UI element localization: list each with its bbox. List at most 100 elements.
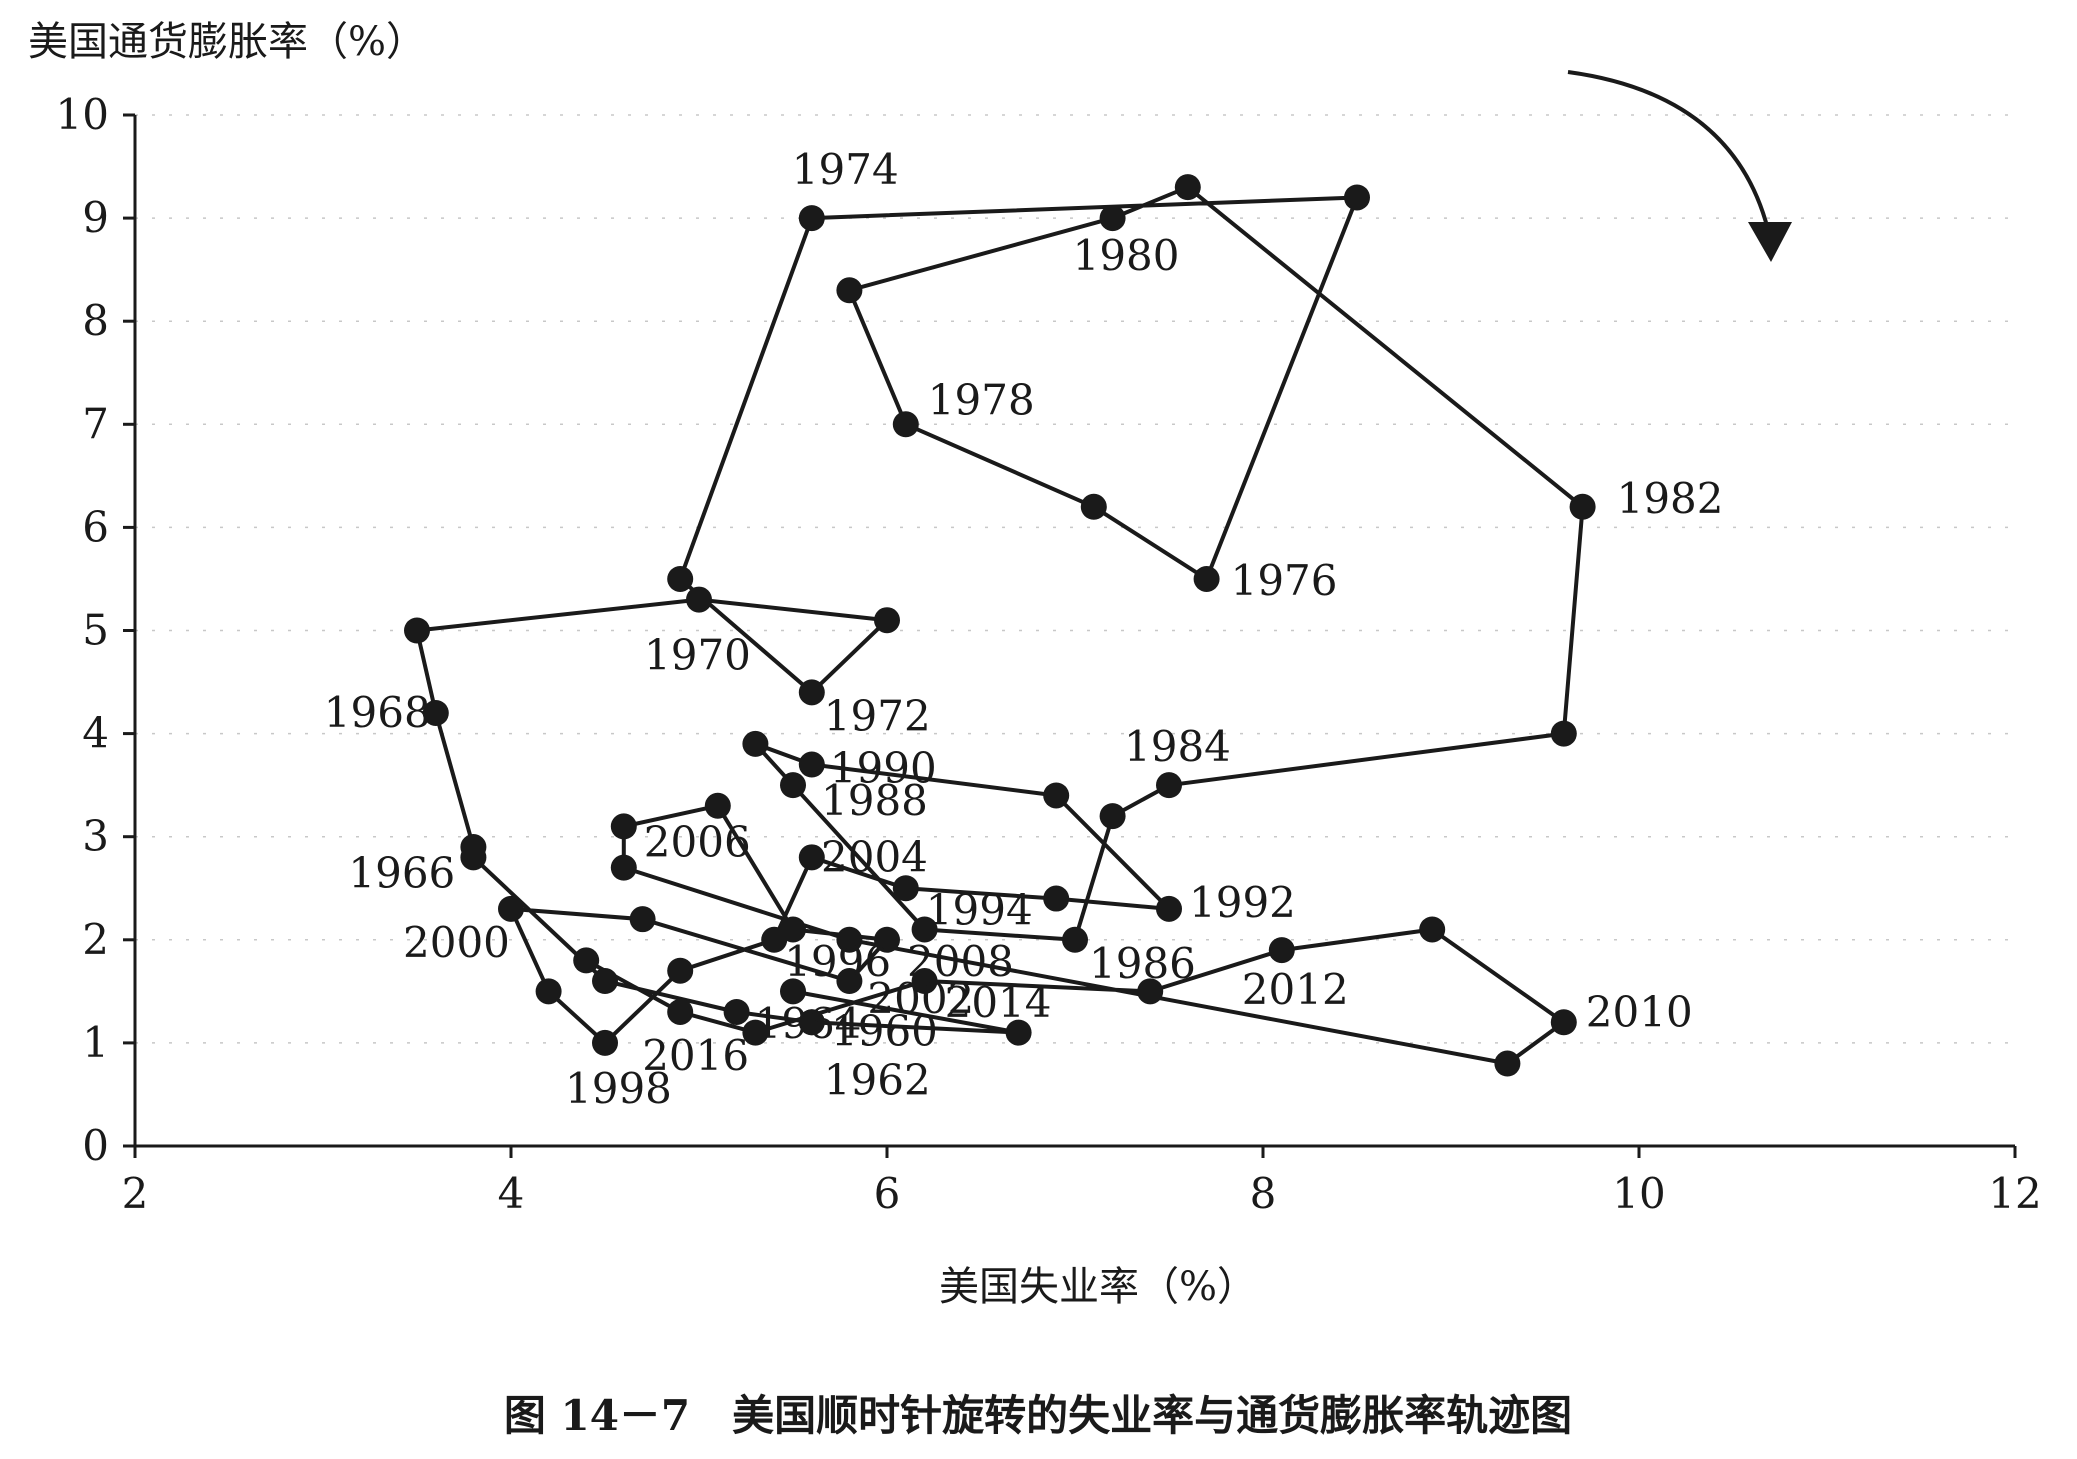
x-tick-label: 6	[874, 1169, 901, 1218]
year-label-2008: 2008	[907, 937, 1014, 986]
y-tick-label: 3	[82, 812, 109, 861]
y-tick-label: 4	[82, 709, 109, 758]
year-label-1970: 1970	[644, 631, 751, 680]
clockwise-arrow	[1567, 70, 1792, 262]
data-point	[404, 617, 430, 644]
clockwise-arrow-head	[1748, 222, 1792, 262]
y-tick-label: 7	[82, 399, 109, 448]
data-point	[742, 730, 769, 757]
data-point	[1005, 1019, 1032, 1046]
y-tick-label: 1	[82, 1018, 109, 1067]
data-point	[573, 947, 600, 974]
year-label-1980: 1980	[1073, 231, 1180, 280]
year-label-1960: 1960	[831, 1006, 938, 1055]
y-tick-label: 0	[82, 1121, 109, 1170]
data-point	[911, 916, 938, 943]
data-point	[1344, 184, 1370, 211]
clockwise-arrow-curve	[1567, 70, 1772, 239]
y-tick-label: 5	[82, 606, 109, 655]
grid	[135, 114, 2015, 1044]
data-point	[892, 875, 919, 902]
data-point	[780, 978, 806, 1005]
data-point	[592, 1029, 618, 1056]
data-point	[1080, 493, 1107, 520]
y-tick-label: 2	[82, 915, 109, 964]
y-tick-label: 9	[82, 193, 109, 242]
data-point	[592, 968, 618, 995]
data-point	[911, 968, 938, 995]
data-point	[610, 813, 637, 840]
y-axis-title: 美国通货膨胀率（%）	[28, 19, 426, 65]
year-label-1972: 1972	[824, 691, 931, 740]
year-label-2000: 2000	[403, 918, 510, 967]
x-tick-label: 10	[1612, 1169, 1665, 1218]
x-tick-label: 2	[122, 1169, 149, 1218]
data-point	[1099, 803, 1126, 830]
year-label-1966: 1966	[348, 848, 455, 897]
data-point	[1174, 174, 1201, 201]
year-label-1982: 1982	[1617, 474, 1724, 523]
data-point	[704, 792, 731, 819]
year-label-1996: 1996	[784, 937, 891, 986]
data-point	[798, 205, 825, 232]
y-tick-label: 6	[82, 502, 109, 551]
year-label-2014: 2014	[945, 978, 1052, 1027]
year-label-2012: 2012	[1242, 965, 1349, 1014]
data-point	[460, 834, 487, 861]
data-point	[1550, 720, 1577, 747]
x-axis-title: 美国失业率（%）	[939, 1264, 1257, 1310]
year-label-1984: 1984	[1124, 722, 1231, 771]
data-point	[798, 751, 825, 778]
figure-caption: 图 14－7 美国顺时针旋转的失业率与通货膨胀率轨迹图	[504, 1391, 1572, 1440]
x-tick-label: 8	[1250, 1169, 1277, 1218]
x-tick-label: 12	[1988, 1169, 2041, 1218]
year-label-2006: 2006	[644, 817, 751, 866]
data-point	[1062, 926, 1088, 953]
year-label-1974: 1974	[792, 145, 899, 194]
year-label-1994: 1994	[926, 885, 1033, 934]
year-label-1968: 1968	[324, 688, 431, 737]
data-point	[1043, 885, 1070, 912]
data-point	[798, 1009, 825, 1036]
data-point	[780, 772, 806, 799]
year-label-1986: 1986	[1089, 939, 1196, 988]
data-point	[1494, 1050, 1521, 1077]
year-label-1998: 1998	[565, 1064, 672, 1113]
data-point	[892, 411, 919, 438]
year-label-1964: 1964	[755, 999, 862, 1048]
data-point	[629, 906, 656, 933]
data-point	[742, 1019, 769, 1046]
data-point	[686, 586, 712, 613]
year-label-2002: 2002	[867, 974, 974, 1023]
data-point	[667, 957, 694, 984]
data-point	[498, 895, 524, 922]
data-point	[780, 916, 806, 943]
data-point	[1043, 782, 1070, 809]
data-point	[610, 854, 637, 881]
data-point	[667, 998, 694, 1025]
year-label-1978: 1978	[928, 375, 1035, 424]
data-point	[1419, 916, 1446, 943]
data-point	[836, 926, 863, 953]
data-point	[836, 968, 863, 995]
data-points	[404, 174, 1596, 1077]
data-point	[723, 998, 750, 1025]
year-label-1992: 1992	[1189, 878, 1296, 927]
year-label-2004: 2004	[821, 832, 928, 881]
year-label-2010: 2010	[1586, 987, 1693, 1036]
data-point	[422, 699, 449, 726]
data-point	[1156, 772, 1182, 799]
x-tick-label: 4	[498, 1169, 525, 1218]
data-point	[798, 679, 825, 706]
year-label-1988: 1988	[821, 776, 928, 825]
data-point	[798, 844, 825, 871]
data-point	[1569, 493, 1596, 520]
data-point	[1137, 978, 1164, 1005]
data-point	[874, 607, 900, 634]
year-label-2016: 2016	[642, 1031, 749, 1080]
data-point	[1193, 565, 1220, 592]
y-tick-label: 10	[56, 90, 109, 139]
